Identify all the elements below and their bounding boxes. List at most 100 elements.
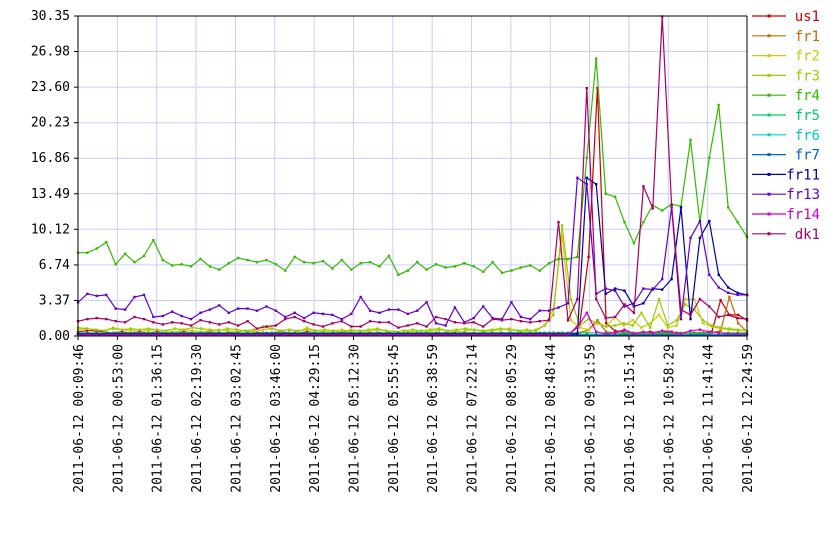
data-point (171, 310, 174, 313)
data-point (406, 269, 409, 272)
data-point (585, 156, 588, 159)
data-point (123, 333, 127, 337)
data-point (161, 258, 164, 262)
legend-marker (767, 133, 771, 137)
data-point (199, 257, 202, 261)
data-point (85, 329, 88, 332)
data-point (314, 329, 317, 332)
data-point (604, 332, 607, 336)
series-line-fr2 (77, 235, 747, 333)
x-tick-label: 2011-06-12 05:55:45 (387, 344, 402, 493)
data-point (112, 327, 115, 330)
data-point (642, 302, 645, 305)
legend-item-fr3: fr3 (752, 68, 820, 84)
data-point (120, 328, 124, 331)
data-point (613, 331, 617, 334)
legend-label: fr11 (786, 167, 820, 183)
series-line-us1 (77, 88, 748, 334)
series-fr14 (76, 311, 749, 337)
data-point (689, 329, 692, 332)
data-point (547, 309, 551, 312)
data-point (613, 195, 617, 198)
data-point (453, 321, 457, 324)
data-point (237, 324, 240, 327)
data-point (411, 330, 414, 333)
data-point (623, 289, 626, 292)
data-point (670, 204, 673, 207)
data-point (675, 319, 678, 322)
data-point (547, 262, 551, 265)
data-point (350, 312, 353, 316)
data-point (161, 323, 164, 326)
data-point (359, 295, 362, 299)
data-point (736, 332, 739, 336)
legend-label: fr2 (795, 49, 820, 65)
data-point (666, 326, 669, 329)
data-point (736, 316, 739, 320)
data-point (406, 312, 409, 316)
data-point (455, 328, 458, 331)
data-point (482, 270, 485, 273)
data-point (265, 333, 268, 337)
data-point (717, 333, 720, 337)
data-point (331, 333, 334, 337)
data-point (566, 333, 570, 337)
data-point (472, 328, 476, 331)
data-point (323, 330, 326, 333)
series-fr4 (76, 57, 749, 276)
data-point (529, 264, 532, 267)
data-point (321, 333, 325, 337)
data-point (529, 333, 532, 337)
data-point (105, 317, 108, 321)
data-point (227, 321, 230, 324)
legend-item-us1: us1 (752, 9, 820, 25)
data-point (651, 207, 654, 210)
data-point (675, 332, 678, 336)
legend-marker (767, 34, 771, 38)
data-point (736, 291, 739, 294)
data-point (613, 287, 617, 290)
series-fr3 (76, 224, 749, 333)
series-line-fr4 (78, 58, 748, 276)
data-point (543, 324, 546, 327)
data-point (670, 330, 673, 333)
data-point (632, 242, 636, 245)
data-point (727, 332, 730, 336)
data-point (95, 247, 98, 250)
grid (77, 15, 748, 337)
data-point (428, 328, 432, 331)
data-point (85, 327, 88, 330)
data-point (378, 265, 381, 268)
data-point (642, 330, 645, 333)
data-point (284, 315, 287, 319)
data-point (397, 333, 400, 337)
data-point (557, 306, 560, 309)
data-point (693, 297, 696, 301)
data-point (208, 265, 212, 268)
data-point (557, 257, 560, 261)
data-point (651, 288, 654, 291)
data-point (367, 330, 370, 333)
x-axis-ticks: 2011-06-12 00:09:46 2011-06-12 00:53:00 20… (72, 336, 756, 493)
data-point (265, 305, 268, 308)
data-point (293, 315, 296, 319)
data-point (293, 255, 296, 259)
data-point (587, 328, 590, 331)
data-point (226, 329, 229, 332)
data-point (265, 258, 268, 262)
data-point (416, 309, 419, 312)
data-point (719, 329, 722, 332)
data-point (684, 303, 687, 306)
data-point (510, 301, 513, 304)
data-point (632, 302, 636, 305)
data-point (736, 220, 739, 224)
legend-marker (767, 192, 771, 196)
data-point (425, 325, 428, 328)
data-point (103, 329, 106, 332)
legend-item-fr14: fr14 (752, 207, 820, 223)
data-point (182, 328, 185, 331)
data-point (717, 103, 720, 107)
data-point (525, 328, 529, 331)
data-point (180, 263, 183, 266)
data-point (661, 329, 664, 332)
